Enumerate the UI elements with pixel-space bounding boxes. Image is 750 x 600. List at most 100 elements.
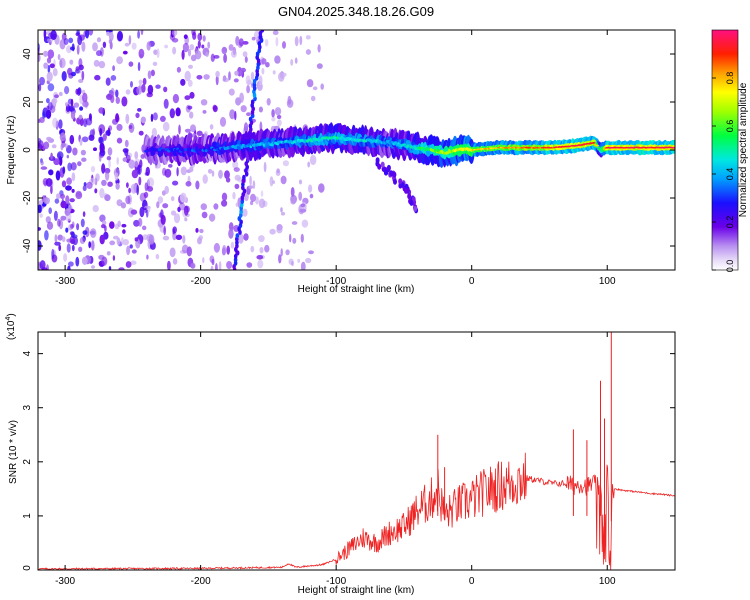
noise-blob (299, 208, 307, 213)
noise-blob (136, 164, 142, 175)
noise-blob (116, 137, 123, 144)
noise-blob (68, 105, 75, 112)
y-tick-label: 1 (22, 513, 33, 519)
x-tick-label: -300 (55, 276, 75, 287)
noise-blob (128, 61, 134, 67)
noise-blob (106, 156, 112, 161)
noise-blob (69, 236, 76, 244)
noise-blob (38, 200, 43, 205)
noise-blob (280, 175, 287, 185)
noise-blob (137, 108, 142, 112)
branch-blob (389, 170, 394, 177)
noise-blob (78, 79, 84, 83)
noise-blob (70, 162, 77, 171)
x-tick-label: -200 (191, 576, 211, 587)
noise-blob (221, 192, 228, 201)
noise-blob (200, 99, 208, 106)
noise-blob (155, 253, 160, 260)
noise-blob (280, 207, 283, 213)
noise-blob (300, 203, 306, 208)
noise-blob (210, 53, 215, 62)
noise-blob (264, 39, 269, 47)
noise-blob (147, 205, 151, 213)
noise-blob (116, 237, 121, 246)
noise-blob (98, 136, 103, 144)
noise-blob (99, 128, 103, 136)
noise-blob (196, 75, 203, 80)
noise-blob (81, 41, 86, 52)
noise-blob (202, 35, 206, 42)
noise-blob (66, 154, 70, 159)
noise-blob (54, 241, 61, 246)
noise-blob (195, 228, 199, 233)
noise-blob (212, 105, 218, 113)
noise-blob (189, 44, 195, 51)
noise-blob (272, 30, 279, 36)
noise-blob (68, 261, 74, 267)
noise-blob (244, 192, 249, 202)
noise-blob (190, 262, 196, 269)
noise-blob (40, 166, 48, 170)
noise-blob (104, 170, 110, 181)
noise-blob (280, 211, 286, 216)
noise-blob (92, 42, 98, 52)
noise-blob (117, 30, 123, 42)
noise-blob (172, 258, 178, 265)
noise-blob (308, 184, 313, 193)
noise-blob (248, 185, 254, 190)
y-tick-label: -40 (22, 238, 33, 253)
noise-blob (255, 196, 259, 205)
noise-blob (196, 130, 203, 136)
noise-blob (180, 166, 187, 176)
noise-blob (140, 116, 147, 124)
noise-blob (40, 160, 44, 166)
noise-blob (182, 42, 189, 53)
noise-blob (250, 193, 256, 202)
noise-blob (92, 205, 99, 213)
noise-blob (286, 99, 294, 108)
noise-blob (43, 50, 49, 57)
noise-blob (63, 38, 69, 45)
noise-blob (187, 48, 192, 57)
noise-blob (45, 109, 52, 119)
noise-blob (290, 187, 295, 197)
branch-blob (392, 171, 397, 178)
noise-blob (290, 199, 296, 205)
noise-blob (59, 132, 66, 142)
noise-blob (186, 246, 192, 257)
noise-blob (179, 192, 187, 203)
noise-blob (66, 243, 71, 253)
noise-blob (64, 86, 70, 95)
noise-blob (207, 41, 211, 49)
noise-blob (228, 88, 235, 96)
noise-blob (69, 134, 75, 145)
noise-blob (138, 48, 145, 59)
noise-blob (170, 196, 175, 202)
noise-blob (278, 72, 285, 82)
noise-blob (272, 180, 276, 185)
noise-blob (39, 260, 46, 270)
noise-blob (98, 107, 105, 114)
noise-blob (265, 61, 270, 68)
noise-blob (81, 136, 89, 143)
noise-blob (156, 201, 160, 209)
noise-blob (290, 59, 294, 66)
noise-blob (301, 219, 309, 228)
noise-blob (135, 112, 140, 119)
noise-blob (128, 35, 132, 45)
noise-blob (67, 162, 72, 172)
noise-blob (222, 75, 227, 82)
noise-blob (38, 119, 41, 123)
noise-blob (75, 191, 83, 200)
noise-blob (54, 234, 58, 243)
noise-blob (106, 31, 110, 36)
noise-blob (122, 229, 126, 234)
noise-blob (122, 239, 129, 246)
noise-blob (141, 84, 146, 93)
noise-blob (228, 71, 231, 81)
noise-blob (125, 113, 130, 124)
noise-blob (125, 89, 131, 95)
branch-blob (375, 157, 380, 164)
noise-blob (164, 185, 169, 195)
